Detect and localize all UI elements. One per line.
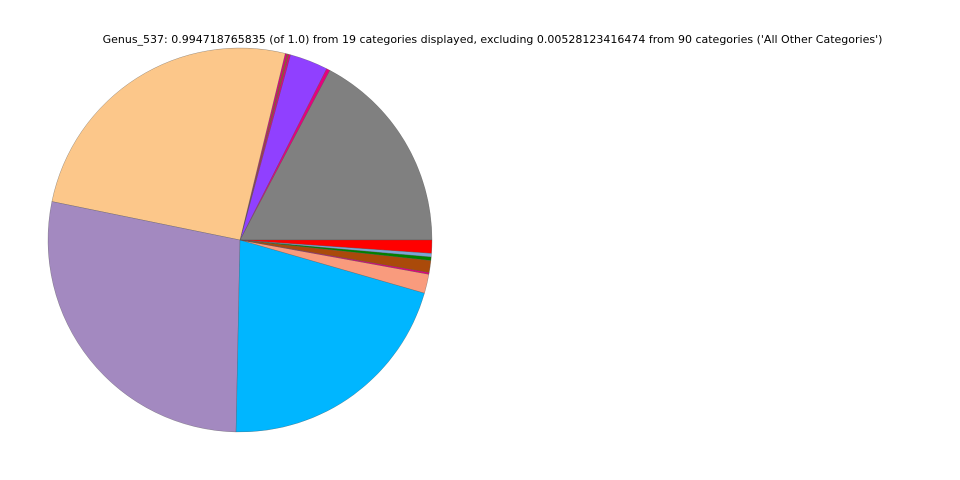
pie-slice-7 [47,201,241,433]
chart-title: Genus_537: 0.994718765835 (of 1.0) from … [102,33,883,46]
pie-slice-8 [235,239,425,433]
pie-slice-0 [239,70,433,241]
pie-slice-6 [51,47,286,241]
pie-slice-14 [239,239,433,254]
